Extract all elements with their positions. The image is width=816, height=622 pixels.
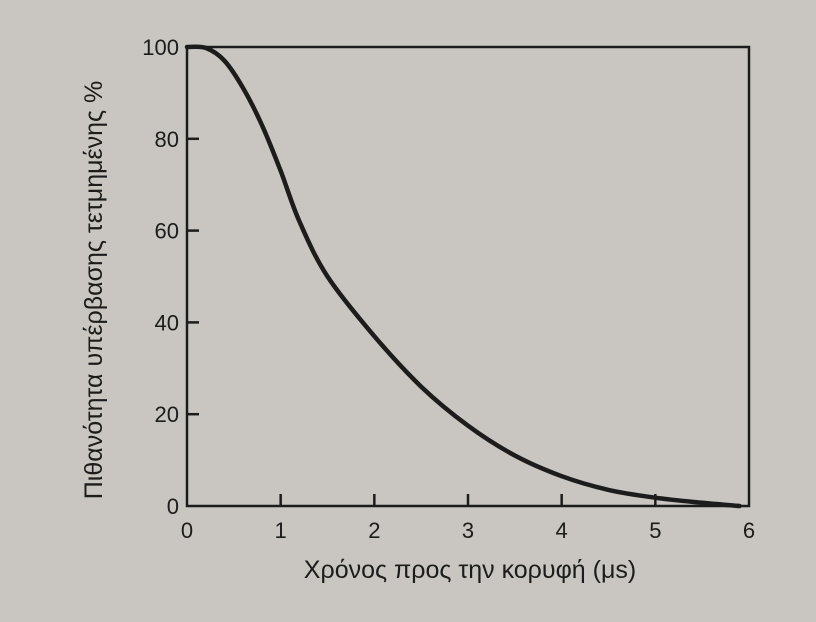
x-tick-label: 5 (649, 518, 661, 543)
x-axis-label: Χρόνος προς την κορυφή (μs) (304, 556, 636, 584)
x-tick-label: 3 (462, 518, 474, 543)
series-line (184, 44, 742, 509)
y-axis: 0 20 40 60 80 100 (142, 35, 199, 519)
y-tick-label: 60 (155, 219, 179, 244)
x-tick-label: 1 (275, 518, 287, 543)
x-tick-label: 2 (368, 518, 380, 543)
y-tick-label: 100 (142, 35, 179, 60)
x-tick-label: 6 (743, 518, 755, 543)
y-tick-label: 0 (167, 494, 179, 519)
y-axis-label: Πιθανότητα υπέρβασης τετμημένης % (80, 81, 108, 500)
x-tick-label: 0 (181, 518, 193, 543)
x-tick-label: 4 (556, 518, 568, 543)
y-tick-label: 80 (155, 127, 179, 152)
x-axis: 0 1 2 3 4 5 6 (181, 494, 755, 543)
y-tick-label: 20 (155, 402, 179, 427)
plot-frame (185, 45, 751, 508)
y-tick-label: 40 (155, 310, 179, 335)
